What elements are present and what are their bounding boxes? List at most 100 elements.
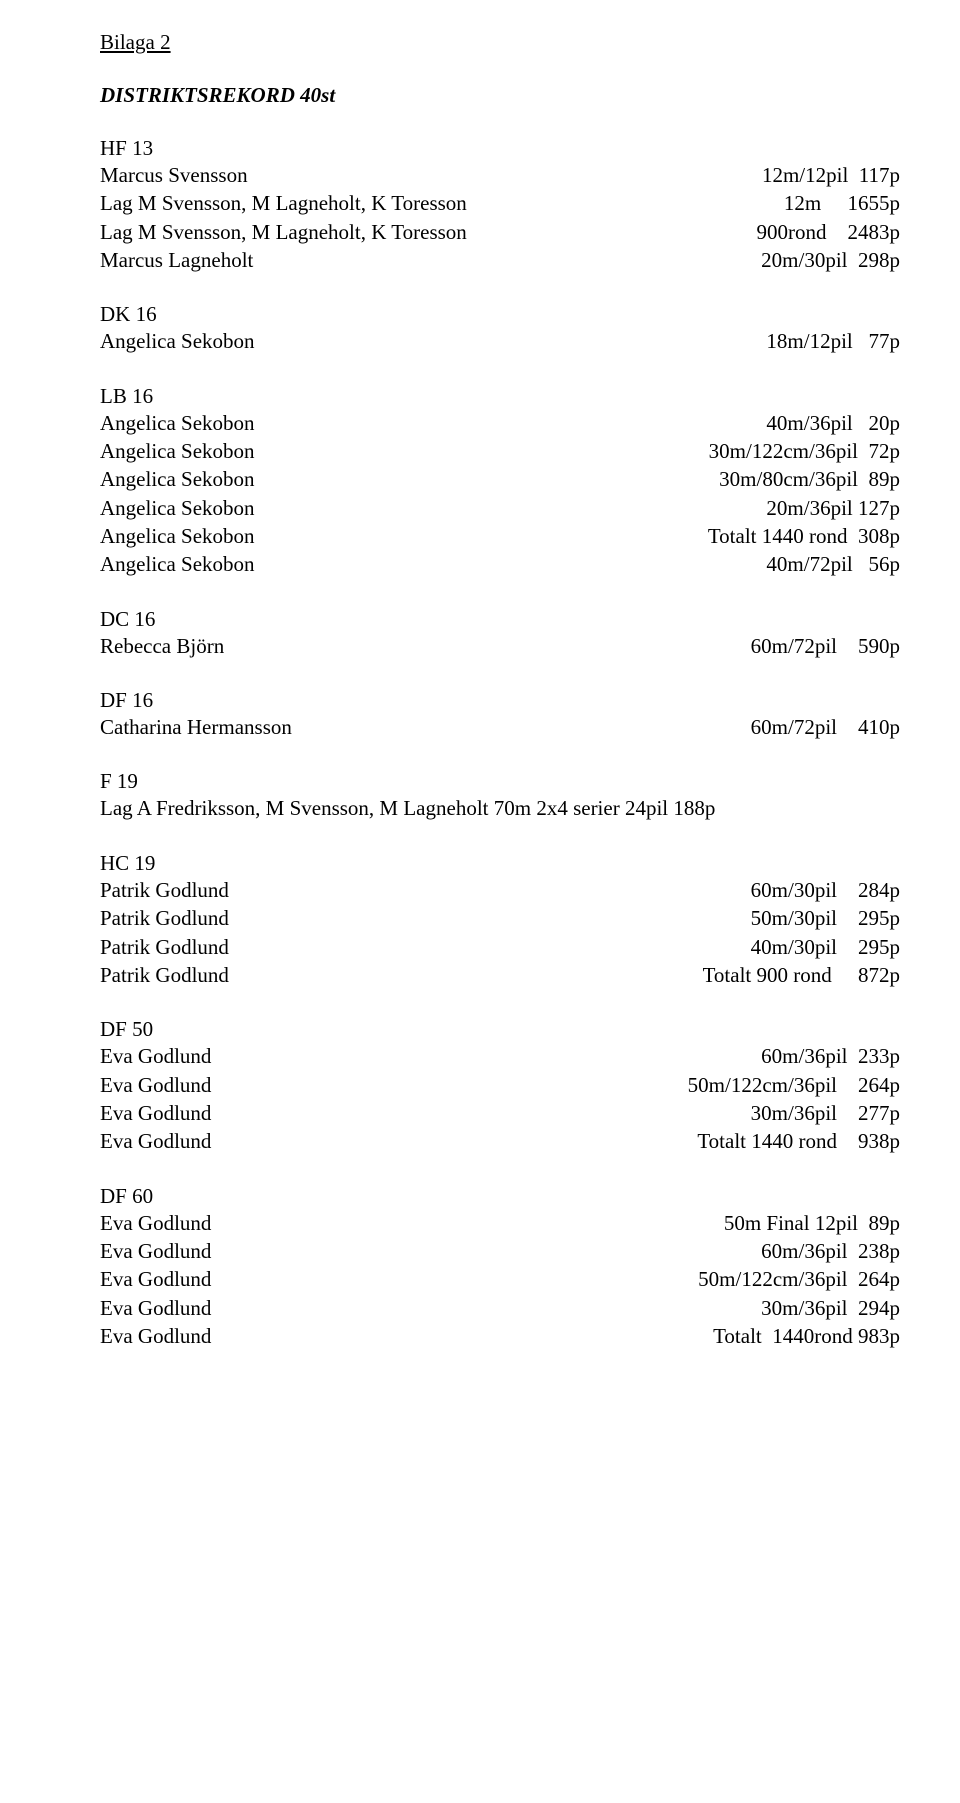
record-row: Eva Godlund60m/36pil 233p	[100, 1042, 900, 1070]
record-name: Eva Godlund	[100, 1209, 724, 1237]
record-name: Angelica Sekobon	[100, 494, 766, 522]
record-name: Eva Godlund	[100, 1127, 697, 1155]
record-name: Eva Godlund	[100, 1322, 713, 1350]
record-row: Angelica Sekobon30m/80cm/36pil 89p	[100, 465, 900, 493]
record-value: 60m/72pil 410p	[751, 713, 900, 741]
record-name: Eva Godlund	[100, 1237, 761, 1265]
record-section: DF 16Catharina Hermansson60m/72pil 410p	[100, 688, 900, 741]
record-name: Angelica Sekobon	[100, 465, 719, 493]
record-name: Patrik Godlund	[100, 904, 751, 932]
record-section: DK 16Angelica Sekobon18m/12pil 77p	[100, 302, 900, 355]
record-name: Rebecca Björn	[100, 632, 751, 660]
record-name: Eva Godlund	[100, 1294, 761, 1322]
record-row: Catharina Hermansson60m/72pil 410p	[100, 713, 900, 741]
section-head: DF 50	[100, 1017, 900, 1042]
record-section: DF 60Eva Godlund50m Final 12pil 89pEva G…	[100, 1184, 900, 1351]
record-name: Eva Godlund	[100, 1265, 698, 1293]
record-value: 20m/30pil 298p	[761, 246, 900, 274]
record-row: Eva GodlundTotalt 1440 rond 938p	[100, 1127, 900, 1155]
record-row: Marcus Lagneholt20m/30pil 298p	[100, 246, 900, 274]
record-row: Angelica SekobonTotalt 1440 rond 308p	[100, 522, 900, 550]
section-head: DF 16	[100, 688, 900, 713]
section-head: DC 16	[100, 607, 900, 632]
record-name: Lag M Svensson, M Lagneholt, K Toresson	[100, 218, 757, 246]
record-row: Lag A Fredriksson, M Svensson, M Lagneho…	[100, 794, 900, 822]
page: Bilaga 2 DISTRIKTSREKORD 40st HF 13Marcu…	[0, 0, 960, 1418]
section-head: DF 60	[100, 1184, 900, 1209]
record-value: 18m/12pil 77p	[766, 327, 900, 355]
section-head: HC 19	[100, 851, 900, 876]
record-section: HC 19Patrik Godlund60m/30pil 284pPatrik …	[100, 851, 900, 989]
record-value: 40m/30pil 295p	[751, 933, 900, 961]
section-head: F 19	[100, 769, 900, 794]
page-subtitle: DISTRIKTSREKORD 40st	[100, 83, 900, 108]
record-value: 60m/72pil 590p	[751, 632, 900, 660]
record-value: 20m/36pil 127p	[766, 494, 900, 522]
record-row: Eva Godlund30m/36pil 294p	[100, 1294, 900, 1322]
record-value: 50m/30pil 295p	[751, 904, 900, 932]
record-value: 40m/36pil 20p	[766, 409, 900, 437]
record-value: 900rond 2483p	[757, 218, 901, 246]
record-row: Marcus Svensson12m/12pil 117p	[100, 161, 900, 189]
record-row: Angelica Sekobon40m/72pil 56p	[100, 550, 900, 578]
record-name: Angelica Sekobon	[100, 522, 708, 550]
record-name: Angelica Sekobon	[100, 550, 766, 578]
record-value: 12m 1655p	[784, 189, 900, 217]
record-value: 60m/36pil 238p	[761, 1237, 900, 1265]
record-value: 60m/30pil 284p	[751, 876, 900, 904]
record-name: Lag A Fredriksson, M Svensson, M Lagneho…	[100, 794, 900, 822]
record-row: Eva Godlund50m/122cm/36pil 264p	[100, 1071, 900, 1099]
record-name: Eva Godlund	[100, 1042, 761, 1070]
record-name: Patrik Godlund	[100, 961, 703, 989]
record-section: F 19Lag A Fredriksson, M Svensson, M Lag…	[100, 769, 900, 822]
record-row: Lag M Svensson, M Lagneholt, K Toresson9…	[100, 218, 900, 246]
record-name: Angelica Sekobon	[100, 437, 709, 465]
record-row: Angelica Sekobon30m/122cm/36pil 72p	[100, 437, 900, 465]
record-row: Lag M Svensson, M Lagneholt, K Toresson1…	[100, 189, 900, 217]
record-row: Angelica Sekobon18m/12pil 77p	[100, 327, 900, 355]
record-value: Totalt 900 rond 872p	[703, 961, 900, 989]
record-row: Angelica Sekobon20m/36pil 127p	[100, 494, 900, 522]
record-name: Angelica Sekobon	[100, 409, 766, 437]
record-row: Eva Godlund50m Final 12pil 89p	[100, 1209, 900, 1237]
record-name: Eva Godlund	[100, 1099, 751, 1127]
section-head: HF 13	[100, 136, 900, 161]
record-name: Marcus Svensson	[100, 161, 762, 189]
record-value: 12m/12pil 117p	[762, 161, 900, 189]
record-value: 40m/72pil 56p	[766, 550, 900, 578]
record-row: Patrik Godlund60m/30pil 284p	[100, 876, 900, 904]
record-value: 30m/36pil 277p	[751, 1099, 900, 1127]
record-row: Eva Godlund30m/36pil 277p	[100, 1099, 900, 1127]
record-name: Marcus Lagneholt	[100, 246, 761, 274]
record-row: Patrik GodlundTotalt 900 rond 872p	[100, 961, 900, 989]
record-row: Eva Godlund60m/36pil 238p	[100, 1237, 900, 1265]
record-value: 30m/80cm/36pil 89p	[719, 465, 900, 493]
record-section: LB 16Angelica Sekobon40m/36pil 20pAngeli…	[100, 384, 900, 579]
record-row: Rebecca Björn60m/72pil 590p	[100, 632, 900, 660]
record-name: Angelica Sekobon	[100, 327, 766, 355]
section-head: LB 16	[100, 384, 900, 409]
section-head: DK 16	[100, 302, 900, 327]
record-row: Angelica Sekobon40m/36pil 20p	[100, 409, 900, 437]
record-name: Eva Godlund	[100, 1071, 688, 1099]
sections-container: HF 13Marcus Svensson12m/12pil 117pLag M …	[100, 136, 900, 1350]
record-value: Totalt 1440 rond 308p	[708, 522, 900, 550]
record-name: Patrik Godlund	[100, 876, 751, 904]
record-name: Catharina Hermansson	[100, 713, 751, 741]
record-value: 50m Final 12pil 89p	[724, 1209, 900, 1237]
record-row: Patrik Godlund50m/30pil 295p	[100, 904, 900, 932]
record-section: DF 50Eva Godlund60m/36pil 233pEva Godlun…	[100, 1017, 900, 1155]
record-value: 50m/122cm/36pil 264p	[698, 1265, 900, 1293]
record-row: Eva Godlund50m/122cm/36pil 264p	[100, 1265, 900, 1293]
record-name: Lag M Svensson, M Lagneholt, K Toresson	[100, 189, 784, 217]
record-value: Totalt 1440rond 983p	[713, 1322, 900, 1350]
record-value: 60m/36pil 233p	[761, 1042, 900, 1070]
record-row: Patrik Godlund40m/30pil 295p	[100, 933, 900, 961]
record-value: 30m/122cm/36pil 72p	[709, 437, 900, 465]
page-title: Bilaga 2	[100, 30, 900, 55]
record-section: HF 13Marcus Svensson12m/12pil 117pLag M …	[100, 136, 900, 274]
record-value: Totalt 1440 rond 938p	[697, 1127, 900, 1155]
record-section: DC 16Rebecca Björn60m/72pil 590p	[100, 607, 900, 660]
record-value: 30m/36pil 294p	[761, 1294, 900, 1322]
record-value: 50m/122cm/36pil 264p	[688, 1071, 900, 1099]
